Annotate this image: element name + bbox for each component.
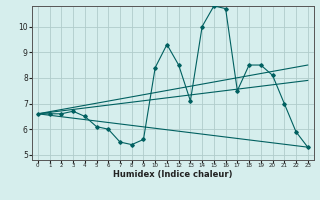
X-axis label: Humidex (Indice chaleur): Humidex (Indice chaleur) — [113, 170, 233, 179]
